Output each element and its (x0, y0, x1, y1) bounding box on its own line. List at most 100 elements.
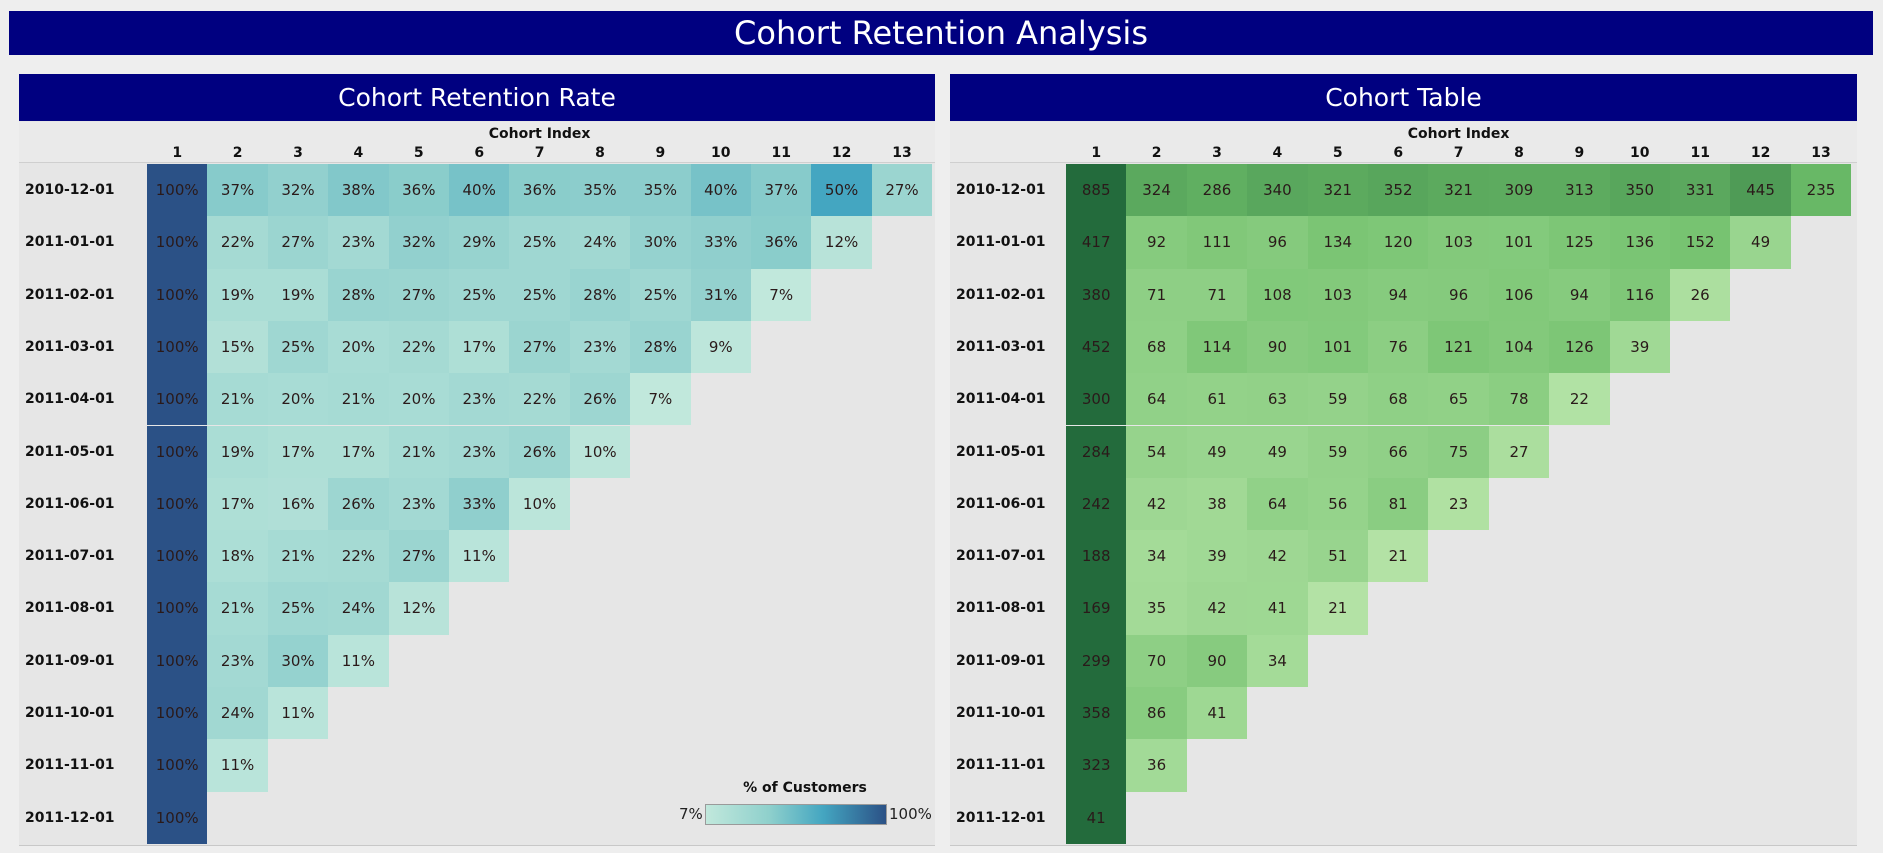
retention-cell: 38% (328, 164, 389, 217)
retention-cell: 100% (147, 739, 208, 792)
counts-cell: 380 (1066, 268, 1127, 321)
counts-cell: 71 (1126, 268, 1187, 321)
retention-col-label: 5 (413, 145, 424, 161)
counts-col-label: 1 (1091, 145, 1102, 161)
retention-cell: 100% (147, 634, 208, 687)
retention-cell: 12% (811, 216, 872, 269)
retention-cell: 100% (147, 687, 208, 740)
retention-row-label: 2011-11-01 (25, 757, 115, 774)
retention-col-label: 3 (293, 145, 303, 161)
counts-cell: 104 (1488, 320, 1550, 374)
counts-cell: 116 (1609, 268, 1670, 321)
counts-row-label: 2011-07-01 (956, 548, 1046, 565)
counts-cell: 59 (1307, 425, 1368, 478)
counts-cell: 21 (1307, 582, 1368, 635)
counts-cell: 71 (1186, 268, 1248, 321)
counts-cell: 152 (1670, 216, 1731, 269)
counts-cell: 39 (1609, 320, 1670, 374)
retention-col-label: 4 (353, 145, 364, 161)
counts-cell: 101 (1488, 216, 1550, 269)
counts-cell: 65 (1428, 373, 1489, 426)
retention-col-label: 13 (892, 145, 912, 161)
retention-cell: 25% (449, 268, 510, 321)
counts-cell: 21 (1368, 530, 1429, 583)
counts-cell: 126 (1549, 320, 1610, 374)
counts-cell: 96 (1247, 216, 1308, 269)
retention-cell: 40% (449, 164, 510, 217)
retention-col-label: 9 (655, 145, 666, 161)
counts-cell: 103 (1307, 268, 1368, 321)
counts-row-label: 2011-10-01 (956, 705, 1046, 721)
counts-cell: 125 (1549, 216, 1610, 269)
retention-cell: 100% (147, 320, 208, 374)
retention-cell: 35% (569, 164, 631, 217)
retention-header-band (19, 122, 935, 163)
counts-cell: 300 (1066, 373, 1127, 426)
counts-cell: 321 (1307, 164, 1368, 217)
retention-cell: 23% (388, 477, 449, 531)
counts-cell: 68 (1126, 320, 1187, 374)
retention-cell: 11% (328, 634, 389, 687)
retention-cell: 32% (267, 164, 329, 217)
counts-cell: 42 (1247, 530, 1308, 583)
counts-cell: 23 (1428, 477, 1489, 531)
retention-cell: 26% (509, 425, 570, 478)
retention-cell: 25% (509, 268, 570, 321)
retention-row-label: 2011-12-01 (25, 809, 115, 826)
retention-col-label: 11 (771, 145, 791, 161)
retention-cell: 30% (630, 216, 691, 269)
retention-cell: 100% (147, 216, 208, 269)
counts-row-label: 2011-05-01 (956, 443, 1046, 460)
retention-cell: 10% (509, 477, 570, 531)
dashboard-title: Cohort Retention Analysis (9, 11, 1873, 55)
retention-cell: 33% (690, 216, 751, 269)
counts-row-label: 2011-11-01 (956, 757, 1046, 774)
retention-cell: 20% (267, 373, 329, 426)
counts-col-label: 4 (1272, 145, 1283, 161)
retention-row-label: 2011-01-01 (25, 234, 115, 251)
counts-cell: 94 (1368, 268, 1429, 321)
counts-cell: 34 (1247, 634, 1308, 687)
retention-col-label: 10 (711, 145, 731, 161)
retention-cell: 16% (267, 477, 329, 531)
retention-col-label: 7 (534, 145, 545, 161)
retention-cell: 10% (569, 425, 631, 478)
retention-cell: 11% (449, 530, 510, 583)
retention-cell: 21% (207, 582, 268, 635)
counts-cell: 284 (1066, 425, 1127, 478)
counts-cell: 309 (1488, 164, 1550, 217)
counts-col-label: 6 (1393, 145, 1404, 161)
counts-panel-title: Cohort Table (950, 74, 1857, 121)
retention-cell: 18% (207, 530, 268, 583)
retention-cell: 27% (871, 164, 933, 217)
retention-cell: 23% (449, 425, 510, 478)
retention-row-label: 2011-08-01 (25, 600, 115, 617)
retention-x-axis-title: Cohort Index (488, 126, 591, 142)
retention-cell: 25% (630, 268, 691, 321)
counts-cell: 34 (1126, 530, 1187, 583)
counts-row-label: 2011-08-01 (956, 600, 1046, 617)
counts-col-label: 5 (1332, 145, 1343, 161)
counts-cell: 36 (1126, 739, 1187, 792)
retention-col-label: 2 (232, 145, 243, 161)
counts-cell: 42 (1186, 582, 1248, 635)
counts-cell: 75 (1428, 425, 1489, 478)
counts-cell: 120 (1368, 216, 1429, 269)
retention-cell: 37% (207, 164, 268, 217)
retention-cell: 25% (267, 582, 329, 635)
counts-cell: 417 (1066, 216, 1127, 269)
counts-cell: 286 (1186, 164, 1248, 217)
retention-panel-title: Cohort Retention Rate (19, 74, 935, 121)
counts-cell: 169 (1066, 582, 1127, 635)
counts-cell: 22 (1549, 373, 1610, 426)
retention-cell: 36% (509, 164, 570, 217)
legend-max-label: 100% (889, 805, 932, 823)
counts-row-label: 2010-12-01 (956, 182, 1046, 198)
counts-cell: 35 (1126, 582, 1187, 635)
counts-cell: 299 (1066, 634, 1127, 687)
counts-cell: 323 (1066, 739, 1127, 792)
counts-cell: 452 (1066, 320, 1127, 374)
retention-cell: 23% (569, 320, 631, 374)
counts-cell: 313 (1549, 164, 1610, 217)
retention-cell: 11% (207, 739, 268, 792)
